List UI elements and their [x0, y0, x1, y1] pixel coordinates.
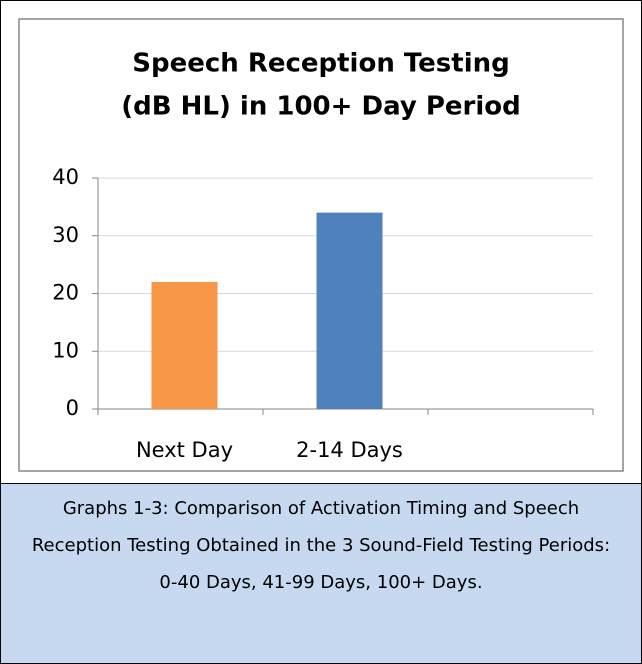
y-tick-label: 40	[52, 165, 79, 189]
y-tick-label: 0	[66, 396, 79, 420]
y-tick-label: 10	[52, 338, 79, 362]
y-tick-label: 30	[52, 223, 79, 247]
bar	[316, 212, 383, 409]
x-tick-label: 2-14 Days	[296, 438, 403, 462]
chart: Speech Reception Testing (dB HL) in 100+…	[18, 18, 624, 472]
chart-title: Speech Reception Testing	[132, 49, 510, 79]
caption: Graphs 1-3: Comparison of Activation Tim…	[1, 483, 641, 663]
bar	[151, 281, 218, 409]
y-tick-label: 20	[52, 281, 79, 305]
x-tick-label: Next Day	[136, 438, 233, 462]
chart-title: (dB HL) in 100+ Day Period	[121, 92, 520, 122]
